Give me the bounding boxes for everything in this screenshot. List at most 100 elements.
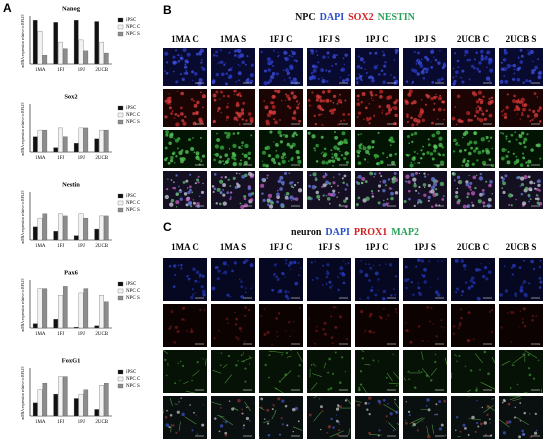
cell-signal (271, 288, 275, 292)
cell-signal (464, 365, 466, 368)
cell-signal (533, 117, 536, 119)
cell-signal (226, 293, 230, 297)
cell-signal (519, 118, 521, 120)
cell-signal (461, 290, 465, 293)
cell-signal (503, 399, 506, 403)
cell-signal (328, 357, 331, 361)
cell-signal (241, 60, 245, 65)
cell-signal (411, 123, 415, 127)
cell-signal (533, 182, 536, 185)
cell-signal (189, 185, 192, 189)
cell-signal (537, 359, 540, 362)
bar (32, 20, 38, 65)
cell-signal (286, 71, 290, 75)
cell-signal (516, 176, 520, 180)
cell-signal (310, 71, 314, 75)
micrograph (211, 130, 255, 168)
cell-signal (277, 51, 279, 54)
cell-signal (244, 291, 247, 294)
cell-signal (170, 112, 174, 115)
fiber (480, 381, 496, 390)
cell-signal (175, 155, 178, 158)
cell-signal (539, 120, 542, 123)
cell-signal (276, 335, 279, 338)
cell-signal (216, 54, 218, 57)
cell-signal (454, 106, 457, 108)
cell-signal (215, 152, 219, 157)
cell-signal (388, 263, 393, 267)
cell-signal (514, 294, 517, 297)
cell-signal (226, 157, 230, 161)
cell-signal (422, 183, 427, 187)
cell-signal (276, 277, 280, 281)
cell-signal (285, 156, 287, 158)
cell-signal (242, 101, 246, 105)
cell-signal (179, 73, 182, 76)
cell-signal (332, 176, 335, 179)
cell-signal (359, 297, 361, 300)
cell-signal (518, 133, 521, 136)
cell-signal (507, 402, 511, 406)
cell-signal (486, 50, 491, 55)
cell-signal (330, 159, 333, 162)
cell-signal (216, 266, 219, 269)
cell-signal (274, 89, 277, 93)
cell-signal (222, 261, 227, 266)
legend-swatch (117, 200, 124, 206)
cell-signal (508, 140, 511, 143)
x-tick-label: 1PJ (78, 68, 85, 73)
cell-signal (388, 187, 392, 190)
legend-label: iPSC (126, 370, 137, 375)
cell-signal (411, 140, 414, 144)
cell-signal (267, 68, 271, 72)
cell-signal (240, 285, 244, 289)
cell-signal (382, 398, 386, 402)
cell-signal (376, 64, 379, 66)
micrograph (403, 130, 447, 168)
cell-signal (234, 311, 236, 314)
bar (99, 129, 104, 153)
cell-signal (438, 136, 443, 141)
cell-signal (538, 203, 540, 206)
cell-signal (407, 370, 410, 373)
cell-signal (393, 59, 396, 61)
cell-signal (215, 202, 219, 205)
cell-signal (435, 335, 439, 338)
cell-signal (312, 77, 316, 80)
cell-signal (472, 338, 475, 341)
cell-signal (527, 353, 530, 356)
cell-signal (263, 333, 267, 336)
fiber (271, 411, 277, 420)
cell-signal (221, 272, 224, 275)
cell-signal (373, 175, 375, 178)
cell-signal (195, 151, 200, 156)
cell-signal (249, 73, 255, 78)
cell-signal (389, 136, 394, 141)
cell-signal (247, 192, 252, 197)
cell-signal (180, 54, 182, 56)
cell-signal (188, 138, 192, 142)
cell-signal (522, 152, 524, 155)
cell-signal (239, 65, 241, 67)
cell-signal (368, 279, 371, 282)
cell-signal (261, 192, 264, 195)
legend-label: NPC C (126, 201, 141, 206)
cell-signal (455, 291, 458, 294)
cell-signal (533, 92, 537, 96)
cell-signal (174, 113, 178, 116)
cell-signal (184, 63, 187, 66)
cell-signal (379, 403, 382, 405)
cell-signal (311, 184, 316, 190)
cell-signal (417, 286, 421, 290)
cell-signal (279, 140, 284, 144)
legend-label: iPSC (126, 282, 137, 287)
cell-signal (523, 145, 527, 149)
cell-signal (356, 94, 360, 98)
cell-signal (487, 61, 492, 65)
cell-signal (274, 276, 276, 278)
bar (103, 52, 109, 65)
cell-signal (326, 431, 329, 434)
cell-signal (385, 263, 387, 265)
cell-signal (535, 187, 539, 191)
cell-signal (504, 79, 509, 84)
